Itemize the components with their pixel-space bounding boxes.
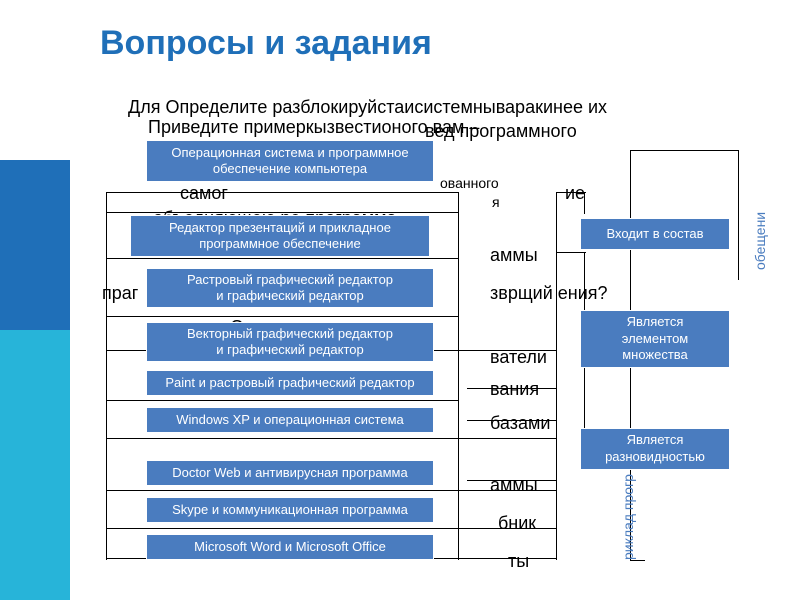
bg-text-line: ты: [508, 548, 529, 574]
concept-pair-box[interactable]: Skype и коммуникационная программа: [146, 497, 434, 523]
connector-hline: [106, 192, 458, 193]
connector-hline: [556, 192, 586, 193]
vertical-category-label: обещени: [752, 212, 768, 270]
connector-hline: [106, 490, 556, 491]
side-accent: [0, 160, 70, 600]
concept-pair-box[interactable]: Doctor Web и антивирусная программа: [146, 460, 434, 486]
connector-hline: [106, 316, 458, 317]
bg-text-line: ватели: [490, 344, 547, 370]
connector-vline: [556, 192, 557, 560]
relation-box[interactable]: Является элементом множества: [580, 310, 730, 368]
concept-pair-box[interactable]: Векторный графический редактор и графиче…: [146, 322, 434, 362]
connector-hline: [467, 420, 557, 421]
connector-hline: [630, 560, 645, 561]
concept-pair-box[interactable]: Операционная система и программное обесп…: [146, 140, 434, 182]
connector-vline: [738, 150, 739, 280]
concept-pair-box[interactable]: Microsoft Word и Microsoft Office: [146, 534, 434, 560]
bg-text-line: бник: [498, 510, 536, 536]
bg-text-line: аммы: [490, 242, 538, 268]
partial-label: ованного: [440, 175, 499, 191]
connector-hline: [106, 258, 458, 259]
concept-pair-box[interactable]: Paint и растровый графический редактор: [146, 370, 434, 396]
relation-box[interactable]: Является разновидностью: [580, 428, 730, 470]
bg-text-line: ие: [565, 180, 585, 206]
concept-pair-box[interactable]: Растровый графический редактор и графиче…: [146, 268, 434, 308]
connector-hline: [106, 438, 556, 439]
partial-label: я: [492, 194, 500, 210]
connector-hline: [106, 400, 458, 401]
connector-vline: [584, 192, 585, 214]
connector-vline: [584, 252, 585, 312]
concept-pair-box[interactable]: Windows XP и операционная система: [146, 407, 434, 433]
vertical-category-label: риклад прогр: [620, 474, 636, 560]
connector-hline: [467, 388, 557, 389]
bg-text-line: праг: [102, 280, 138, 306]
bg-text-line: самог: [180, 180, 228, 206]
connector-hline: [106, 528, 556, 529]
side-accent-bottom: [0, 330, 70, 600]
concept-pair-box[interactable]: Редактор презентаций и прикладное програ…: [130, 215, 430, 257]
side-accent-top: [0, 160, 70, 330]
bg-text-line: аммы: [490, 472, 538, 498]
bg-text-line: зврщий ения?: [490, 280, 608, 306]
connector-hline: [556, 252, 586, 253]
connector-hline: [467, 480, 557, 481]
relation-box[interactable]: Входит в состав: [580, 218, 730, 250]
connector-hline: [630, 150, 738, 151]
connector-hline: [106, 212, 458, 213]
bg-text-line: вания: [490, 376, 539, 402]
bg-text-line: базами: [490, 410, 550, 436]
connector-vline: [458, 192, 459, 560]
page-title: Вопросы и задания: [100, 24, 432, 63]
bg-text-line: вед программного: [425, 118, 577, 144]
connector-vline: [584, 368, 585, 428]
connector-vline: [106, 192, 107, 560]
